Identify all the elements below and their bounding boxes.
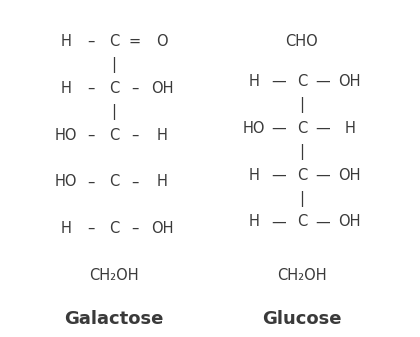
Text: —: — — [271, 168, 286, 183]
Text: H: H — [60, 221, 71, 236]
Text: Galactose: Galactose — [64, 310, 164, 328]
Text: Glucose: Glucose — [262, 310, 341, 328]
Text: –: – — [87, 174, 95, 189]
Text: —: — — [271, 121, 286, 136]
Text: |: | — [299, 144, 304, 160]
Text: C: C — [109, 81, 119, 96]
Text: CH₂OH: CH₂OH — [277, 268, 327, 283]
Text: HO: HO — [55, 174, 77, 189]
Text: C: C — [297, 74, 307, 89]
Text: —: — — [271, 74, 286, 89]
Text: —: — — [271, 214, 286, 229]
Text: —: — — [315, 168, 330, 183]
Text: C: C — [109, 128, 119, 143]
Text: =: = — [129, 34, 141, 49]
Text: H: H — [60, 81, 71, 96]
Text: |: | — [299, 97, 304, 113]
Text: OH: OH — [151, 81, 173, 96]
Text: H: H — [344, 121, 355, 136]
Text: H: H — [60, 34, 71, 49]
Text: OH: OH — [339, 74, 361, 89]
Text: –: – — [87, 221, 95, 236]
Text: |: | — [112, 104, 116, 120]
Text: C: C — [297, 121, 307, 136]
Text: C: C — [109, 34, 119, 49]
Text: –: – — [131, 81, 139, 96]
Text: C: C — [297, 214, 307, 229]
Text: C: C — [109, 174, 119, 189]
Text: C: C — [109, 221, 119, 236]
Text: HO: HO — [55, 128, 77, 143]
Text: |: | — [112, 57, 116, 73]
Text: —: — — [315, 214, 330, 229]
Text: H: H — [157, 128, 168, 143]
Text: –: – — [87, 128, 95, 143]
Text: CH₂OH: CH₂OH — [89, 268, 139, 283]
Text: H: H — [248, 168, 259, 183]
Text: |: | — [299, 191, 304, 207]
Text: –: – — [131, 174, 139, 189]
Text: C: C — [297, 168, 307, 183]
Text: –: – — [87, 81, 95, 96]
Text: H: H — [157, 174, 168, 189]
Text: –: – — [131, 221, 139, 236]
Text: —: — — [315, 74, 330, 89]
Text: –: – — [87, 34, 95, 49]
Text: OH: OH — [339, 168, 361, 183]
Text: H: H — [248, 74, 259, 89]
Text: OH: OH — [339, 214, 361, 229]
Text: HO: HO — [243, 121, 265, 136]
Text: OH: OH — [151, 221, 173, 236]
Text: H: H — [248, 214, 259, 229]
Text: –: – — [131, 128, 139, 143]
Text: O: O — [156, 34, 168, 49]
Text: CHO: CHO — [286, 34, 318, 49]
Text: —: — — [315, 121, 330, 136]
